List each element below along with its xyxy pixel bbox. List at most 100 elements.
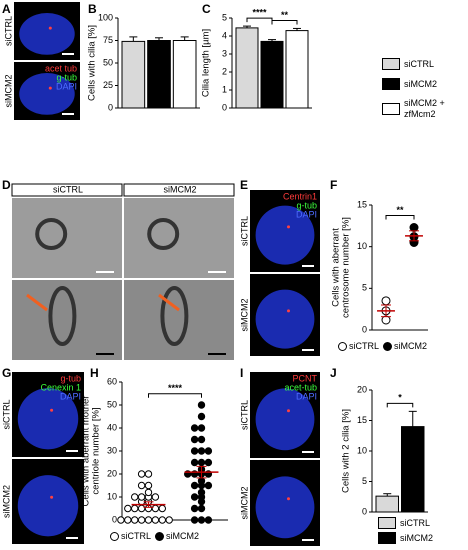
y-tick-label: 0 <box>362 324 367 334</box>
nucleus <box>255 476 315 539</box>
legend-label: siMCM2 <box>404 78 437 89</box>
data-point <box>204 481 213 490</box>
y-tick-label: 50 <box>107 399 117 409</box>
significance-bracket <box>271 19 298 25</box>
bar <box>285 30 309 109</box>
centrosome <box>287 497 290 501</box>
data-point <box>190 435 199 444</box>
error-bar <box>196 465 207 479</box>
y-tick-label: 0 <box>222 102 227 112</box>
panel-label: I <box>240 366 243 380</box>
legend-label: siMCM2 + zfMcm2 <box>404 98 445 119</box>
y-tick-label: 10 <box>357 241 367 251</box>
y-tick-label: 4 <box>222 30 227 40</box>
y-tick-label: 60 <box>107 376 117 386</box>
legend-swatch <box>382 58 400 70</box>
data-point <box>197 435 206 444</box>
legend-label: siMCM2 <box>394 341 428 351</box>
condition-label: siMCM2 <box>164 184 197 194</box>
legend-item: siCTRL <box>382 58 452 70</box>
y-axis-label: centriole number [%] <box>91 407 102 494</box>
data-point <box>158 516 167 524</box>
header-cell <box>11 183 123 197</box>
y-axis-label: Cells with 2 cilia [%] <box>341 409 352 493</box>
data-point <box>117 516 125 524</box>
y-axis-label: Cells with aberrant mother <box>81 396 92 507</box>
panel-label: H <box>90 366 99 380</box>
y-tick-label: 10 <box>107 491 117 501</box>
y-tick-label: 1 <box>222 84 227 94</box>
legend: siCTRL siMCM2 <box>110 531 199 545</box>
centrosome <box>50 408 54 412</box>
y-tick-label: 5 <box>222 12 227 22</box>
y-axis-label: Cells with cilia [%] <box>87 25 98 101</box>
em-image <box>12 280 122 360</box>
error-bar <box>381 304 391 318</box>
significance: * <box>398 393 402 403</box>
legend-marker <box>383 342 393 351</box>
stain-label: acet tub <box>45 63 77 73</box>
y-axis-label: Cilia length [µm] <box>201 29 212 97</box>
significance-bracket <box>246 17 273 23</box>
significance: ** <box>281 10 289 20</box>
legend-swatch <box>378 532 396 544</box>
bar <box>121 40 146 109</box>
error-bar <box>243 25 251 28</box>
data-point <box>190 516 199 524</box>
centrosome <box>287 309 290 313</box>
significance: **** <box>168 383 183 393</box>
data-point <box>144 488 153 497</box>
data-point <box>190 424 199 432</box>
error-bar <box>268 39 276 42</box>
legend-marker <box>338 342 347 351</box>
data-point <box>131 516 139 524</box>
legend-item: siMCM2 <box>378 532 433 544</box>
error-bar <box>293 27 301 31</box>
legend-item: siCTRL <box>378 517 433 529</box>
stain-label: DAPI <box>296 391 317 401</box>
condition-label: siMCM2 <box>239 487 249 520</box>
nucleus <box>17 475 79 537</box>
stain-label: PCNT <box>293 373 318 383</box>
data-point <box>197 477 206 485</box>
centrosome <box>287 409 290 413</box>
data-point <box>151 504 160 513</box>
data-point <box>124 504 132 513</box>
data-point <box>137 493 146 501</box>
condition-label: siMCM2 <box>1 485 11 518</box>
data-point <box>190 447 199 455</box>
legend-marker <box>155 532 165 541</box>
panel-label: B <box>88 2 97 16</box>
data-point <box>124 516 132 524</box>
condition-label: siCTRL <box>3 16 13 46</box>
y-tick-label: 15 <box>357 199 367 209</box>
legend-item: siCTRL <box>338 341 379 352</box>
legend: siCTRL siMCM2 siMCM2 + zfMcm2 <box>382 58 452 128</box>
data-point <box>197 504 206 513</box>
bar <box>235 27 259 109</box>
data-point <box>197 488 206 497</box>
data-point <box>204 458 213 467</box>
error-bar <box>408 410 417 427</box>
header-cell <box>123 183 235 197</box>
data-point <box>151 516 160 524</box>
significance-bracket <box>148 393 202 398</box>
stain-label: g-tub <box>60 373 81 383</box>
y-tick-label: 40 <box>107 422 117 432</box>
legend-swatch <box>378 517 396 529</box>
arrow <box>158 293 180 312</box>
error-bar <box>180 36 189 41</box>
em-image <box>12 198 122 278</box>
data-point <box>197 458 206 467</box>
y-tick-label: 25 <box>103 80 113 90</box>
data-point <box>137 504 146 513</box>
centrosome <box>50 495 54 499</box>
legend-label: siCTRL <box>121 531 152 541</box>
nucleus <box>19 73 75 115</box>
y-tick-label: 10 <box>357 445 367 455</box>
stain-label: Centrin1 <box>283 191 317 201</box>
em-image <box>124 280 234 360</box>
data-point <box>381 296 391 306</box>
significance-bracket <box>386 402 414 408</box>
